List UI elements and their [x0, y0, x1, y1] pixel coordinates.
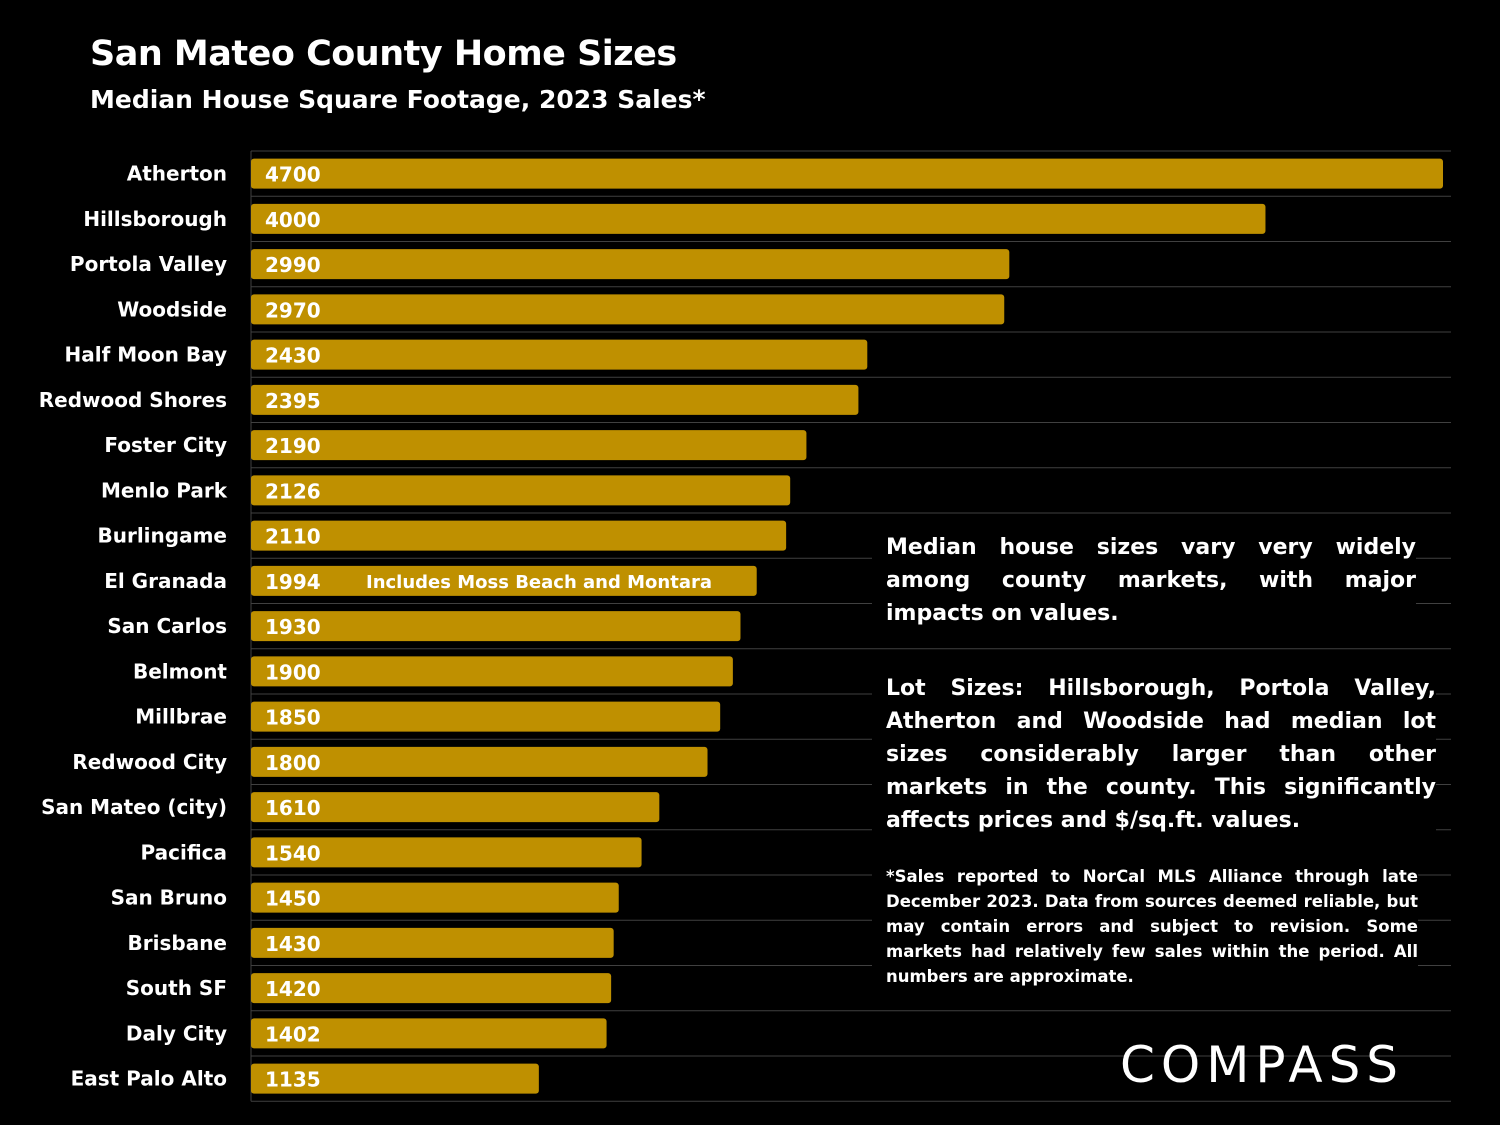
category-label: San Bruno: [111, 886, 227, 910]
bar: [251, 203, 1266, 234]
value-label: 1540: [265, 841, 321, 865]
value-label: 2395: [265, 389, 321, 413]
bar: [251, 339, 868, 370]
value-label: 1420: [265, 977, 321, 1001]
bar: [251, 1063, 539, 1094]
value-label: 1402: [265, 1022, 321, 1046]
bar: [251, 927, 614, 958]
footnote: *Sales reported to NorCal MLS Alliance t…: [872, 864, 1418, 989]
value-label: 1800: [265, 751, 321, 775]
bar: [251, 294, 1005, 325]
bar: [251, 565, 757, 596]
category-label: Burlingame: [97, 524, 227, 548]
value-label: 4000: [265, 208, 321, 232]
bar: [251, 520, 787, 551]
category-label: Daly City: [126, 1021, 227, 1045]
category-label: Pacifica: [140, 840, 227, 864]
chart-bars: [251, 158, 1443, 1094]
value-label: 1610: [265, 796, 321, 820]
bar: [251, 792, 660, 823]
value-label: 2990: [265, 253, 321, 277]
bar: [251, 746, 708, 777]
compass-logo: COMPASS: [1120, 1036, 1405, 1094]
category-label: South SF: [126, 976, 227, 1000]
value-label: 1900: [265, 660, 321, 684]
bar: [251, 611, 741, 642]
value-label: 2126: [265, 479, 321, 503]
bar: [251, 249, 1010, 280]
category-label: Woodside: [117, 297, 227, 321]
chart-value-labels: 4700 4000 2990 2970 2430 2395 2190 2126 2110 1994…: [265, 163, 321, 1092]
category-label: Hillsborough: [83, 207, 227, 231]
bar: [251, 973, 612, 1004]
bar: [251, 1018, 607, 1049]
bar: [251, 882, 619, 913]
bar: [251, 158, 1443, 189]
category-label: Foster City: [104, 433, 227, 457]
bar: [251, 701, 721, 732]
chart-subtitle: Median House Square Footage, 2023 Sales*: [90, 85, 706, 114]
value-label: 2970: [265, 298, 321, 322]
value-label: 1135: [265, 1068, 321, 1092]
value-label: 1850: [265, 706, 321, 730]
category-label: Redwood City: [72, 750, 227, 774]
category-label: Millbrae: [135, 705, 227, 729]
category-label: Atherton: [127, 162, 227, 186]
bar: [251, 837, 642, 868]
bar: [251, 430, 807, 461]
chart-category-labels: Atherton Hillsborough Portola Valley Woodsi…: [39, 162, 228, 1091]
note-main: Median house sizes vary very widely amon…: [872, 531, 1416, 630]
value-label: 1994: [265, 570, 321, 594]
category-label: Menlo Park: [101, 478, 228, 502]
category-label: Redwood Shores: [39, 388, 227, 412]
value-label: 2190: [265, 434, 321, 458]
note-lot-sizes: Lot Sizes: Hillsborough, Portola Valley,…: [872, 672, 1436, 837]
category-label: San Mateo (city): [41, 795, 227, 819]
value-label: 1930: [265, 615, 321, 639]
category-label: Brisbane: [128, 931, 227, 955]
chart-title: San Mateo County Home Sizes: [90, 34, 677, 74]
category-label: Belmont: [133, 659, 227, 683]
value-label: 2430: [265, 344, 321, 368]
value-label: 1430: [265, 932, 321, 956]
category-label: Half Moon Bay: [65, 343, 228, 367]
category-label: East Palo Alto: [71, 1067, 227, 1091]
value-label: 2110: [265, 525, 321, 549]
bar-annotation: Includes Moss Beach and Montara: [366, 572, 712, 593]
bar: [251, 384, 859, 415]
category-label: Portola Valley: [70, 252, 227, 276]
chart-annotations: Includes Moss Beach and Montara: [366, 572, 712, 593]
value-label: 4700: [265, 163, 321, 187]
category-label: El Granada: [104, 569, 227, 593]
category-label: San Carlos: [107, 614, 227, 638]
bar: [251, 656, 733, 687]
bar: [251, 475, 791, 506]
value-label: 1450: [265, 887, 321, 911]
